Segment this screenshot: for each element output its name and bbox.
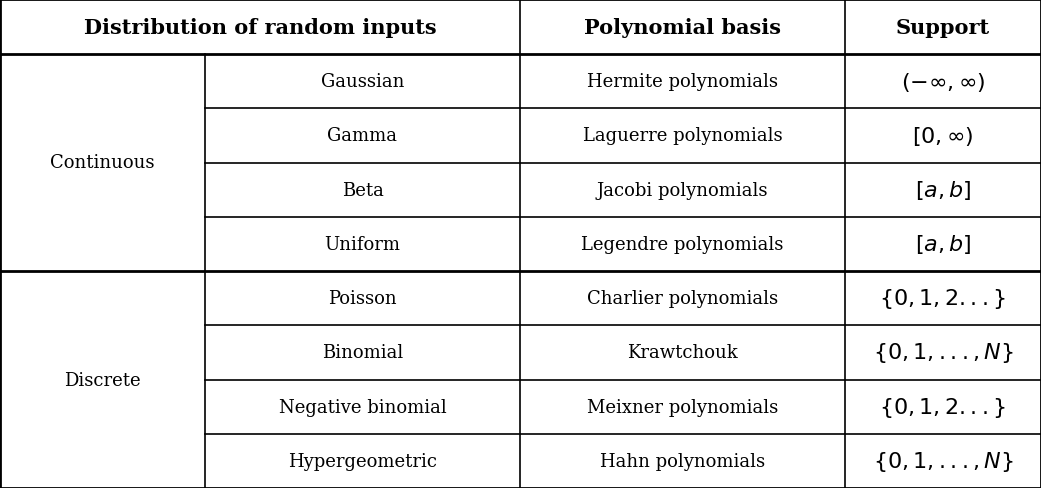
Text: Polynomial basis: Polynomial basis: [584, 18, 781, 38]
Text: Uniform: Uniform: [325, 235, 401, 253]
Text: Support: Support: [896, 18, 990, 38]
Text: $[a,b]$: $[a,b]$: [915, 233, 971, 256]
Text: Hypergeometric: Hypergeometric: [288, 452, 437, 470]
Text: Hermite polynomials: Hermite polynomials: [587, 73, 778, 91]
Text: $\{0,1,2...\}$: $\{0,1,2...\}$: [880, 395, 1007, 419]
Text: $[0,\infty)$: $[0,\infty)$: [912, 124, 973, 147]
Text: Gaussian: Gaussian: [321, 73, 404, 91]
Text: Gamma: Gamma: [328, 127, 398, 145]
Text: Distribution of random inputs: Distribution of random inputs: [83, 18, 436, 38]
Text: Laguerre polynomials: Laguerre polynomials: [583, 127, 783, 145]
Text: Beta: Beta: [341, 181, 383, 199]
Text: Meixner polynomials: Meixner polynomials: [587, 398, 778, 416]
Text: Poisson: Poisson: [328, 289, 397, 307]
Text: $\{0,1,...,N\}$: $\{0,1,...,N\}$: [872, 449, 1014, 473]
Text: Charlier polynomials: Charlier polynomials: [587, 289, 778, 307]
Text: $\{0,1,2...\}$: $\{0,1,2...\}$: [880, 286, 1007, 310]
Text: Binomial: Binomial: [322, 344, 403, 362]
Text: Krawtchouk: Krawtchouk: [627, 344, 738, 362]
Text: Negative binomial: Negative binomial: [279, 398, 447, 416]
Text: Continuous: Continuous: [50, 154, 155, 172]
Text: Jacobi polynomials: Jacobi polynomials: [596, 181, 768, 199]
Text: Discrete: Discrete: [65, 371, 141, 389]
Text: $(-\infty,\infty)$: $(-\infty,\infty)$: [900, 70, 985, 93]
Text: $\{0,1,...,N\}$: $\{0,1,...,N\}$: [872, 341, 1014, 365]
Text: $[a,b]$: $[a,b]$: [915, 179, 971, 202]
Bar: [0, 0, 1041, 55]
Text: Legendre polynomials: Legendre polynomials: [581, 235, 784, 253]
Text: Hahn polynomials: Hahn polynomials: [600, 452, 765, 470]
